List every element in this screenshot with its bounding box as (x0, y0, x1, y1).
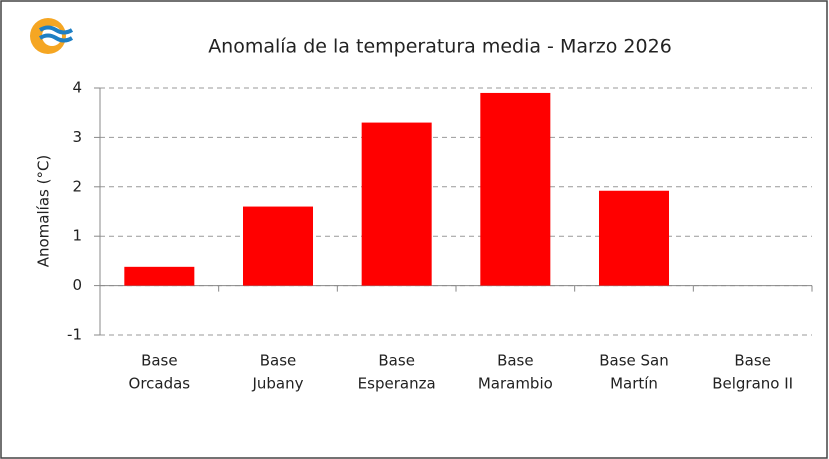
x-tick-label: Base (497, 352, 534, 370)
y-axis-label: Anomalías (°C) (35, 155, 53, 268)
x-tick-label: Martín (610, 375, 658, 393)
y-tick-label: 0 (72, 276, 82, 294)
x-tick-label: Base (378, 352, 415, 370)
x-tick-label: Esperanza (358, 375, 436, 393)
chart-title: Anomalía de la temperatura media - Marzo… (208, 36, 672, 58)
y-tick-label: 4 (72, 79, 82, 97)
logo (30, 18, 74, 54)
y-tick-label: 2 (72, 177, 82, 195)
x-tick-label: Base (141, 352, 178, 370)
bar (242, 206, 314, 286)
x-tick-label: Belgrano II (712, 375, 793, 393)
x-tick-label: Base (260, 352, 297, 370)
y-tick-label: 3 (72, 128, 82, 146)
x-tick-label: Base (734, 352, 771, 370)
x-tick-label: Marambio (478, 375, 553, 393)
x-tick-label: Jubany (251, 375, 303, 393)
x-tick-label: Orcadas (129, 375, 191, 393)
bar (361, 122, 432, 286)
y-tick-label: -1 (67, 326, 82, 344)
bar (480, 92, 551, 286)
bar (598, 190, 670, 286)
y-tick-label: 1 (72, 227, 82, 245)
x-tick-label: Base San (599, 352, 669, 370)
bar (124, 266, 195, 286)
